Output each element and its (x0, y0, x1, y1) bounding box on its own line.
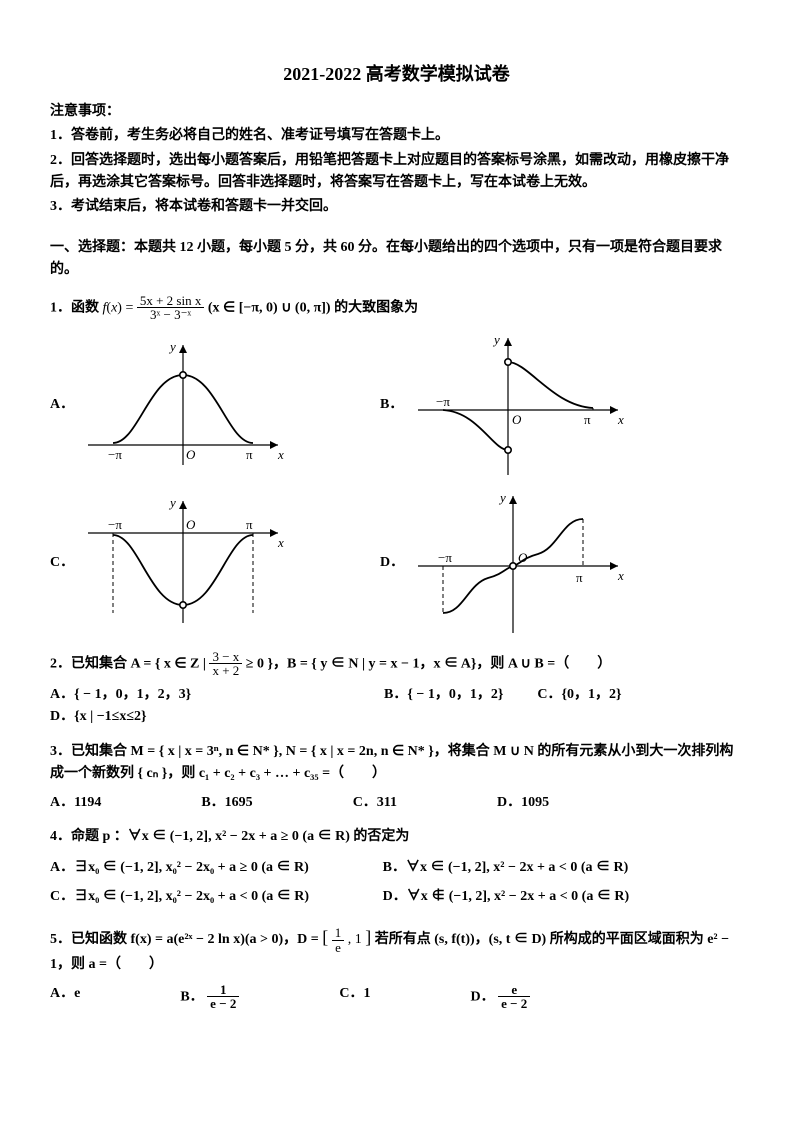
q4-opt-c: C．∃x₀ ∈ (−1, 2], x₀² − 2x₀ + a < 0 (a ∈ … (50, 886, 383, 908)
q5-interval-close: ] (365, 927, 371, 947)
svg-text:y: y (168, 495, 176, 510)
q1-graph-d: x y O −π π (408, 488, 628, 638)
q2-options: A．{ − 1，0，1，2，3} B．{ − 1，0，1，2} C．{0，1，2… (50, 684, 743, 729)
q5-int-frac: 1 e (332, 926, 345, 954)
svg-text:π: π (584, 412, 591, 427)
q1-frac-den: 3ˣ − 3⁻ˣ (137, 308, 205, 322)
q5-stem-pre: 5．已知函数 f(x) = a(e²ˣ − 2 ln x)(a > 0)，D = (50, 932, 322, 947)
q2-opt-d: D．{x | −1≤x≤2} (50, 706, 147, 728)
notice-line: 2．回答选择题时，选出每小题答案后，用铅笔把答题卡上对应题目的答案标号涂黑，如需… (50, 150, 743, 195)
q1-fx: f(x) = (103, 300, 137, 315)
notice-head: 注意事项： (50, 101, 743, 123)
svg-text:x: x (617, 568, 624, 583)
q4-options: A．∃x₀ ∈ (−1, 2], x₀² − 2x₀ + a ≥ 0 (a ∈ … (50, 854, 743, 911)
q3-options: A．1194 B．1695 C．311 D．1095 (50, 792, 743, 814)
q5-d-frac: e e − 2 (498, 983, 530, 1011)
q1-fraction: 5x + 2 sin x 3ˣ − 3⁻ˣ (137, 294, 205, 322)
svg-text:−π: −π (108, 447, 122, 462)
notice-block: 注意事项： 1．答卷前，考生务必将自己的姓名、准考证号填写在答题卡上。 2．回答… (50, 101, 743, 219)
q5-b-pre: B． (180, 989, 203, 1004)
q5-opt-a: A．e (50, 983, 80, 1011)
q5-d-num: e (498, 983, 530, 998)
svg-text:O: O (186, 447, 196, 462)
question-5: 5．已知函数 f(x) = a(e²ˣ − 2 ln x)(a > 0)，D =… (50, 923, 743, 976)
q3-opt-d: D．1095 (497, 792, 549, 814)
q2-frac-num: 3 − x (209, 650, 242, 665)
q3-opt-a: A．1194 (50, 792, 101, 814)
q3-opt-c: C．311 (353, 792, 397, 814)
q5-b-frac: 1 e − 2 (207, 983, 239, 1011)
svg-text:x: x (617, 412, 624, 427)
svg-text:y: y (168, 339, 176, 354)
question-4: 4．命题 p ：∀x ∈ (−1, 2], x² − 2x + a ≥ 0 (a… (50, 826, 743, 848)
q2-stem-post: ≥ 0 }，B = { y ∈ N | y = x − 1，x ∈ A}，则 A… (246, 656, 611, 671)
q1-opt-a-label: A． (50, 394, 78, 416)
svg-text:−π: −π (438, 550, 452, 565)
section-1-head: 一、选择题：本题共 12 小题，每小题 5 分，共 60 分。在每小题给出的四个… (50, 237, 743, 282)
q3-opt-b: B．1695 (201, 792, 252, 814)
q5-d-pre: D． (470, 989, 494, 1004)
question-2: 2．已知集合 A = { x ∈ Z | 3 − x x + 2 ≥ 0 }，B… (50, 650, 743, 678)
q1-opt-d-label: D． (380, 552, 408, 574)
question-3: 3．已知集合 M = { x | x = 3ⁿ, n ∈ N* }, N = {… (50, 741, 743, 786)
q5-d-den: e − 2 (498, 997, 530, 1011)
svg-text:π: π (246, 447, 253, 462)
notice-line: 3．考试结束后，将本试卷和答题卡一并交回。 (50, 196, 743, 218)
q4-opt-b: B．∀x ∈ (−1, 2], x² − 2x + a < 0 (a ∈ R) (383, 857, 716, 879)
page-title: 2021-2022 高考数学模拟试卷 (50, 60, 743, 89)
q1-graph-row-1: A． x y O −π π B． x y O −π π (50, 330, 743, 480)
q5-interval-mid: , 1 (348, 932, 362, 947)
svg-text:O: O (186, 517, 196, 532)
q1-graph-b: x y O −π π (408, 330, 628, 480)
question-1: 1．函数 f(x) = 5x + 2 sin x 3ˣ − 3⁻ˣ (x ∈ [… (50, 294, 743, 322)
q5-b-den: e − 2 (207, 997, 239, 1011)
svg-text:y: y (498, 490, 506, 505)
q2-stem-pre: 2．已知集合 A = { x ∈ Z | (50, 656, 209, 671)
q1-graph-c: x y O −π π (78, 493, 288, 633)
q1-opt-b-label: B． (380, 394, 408, 416)
q2-frac-den: x + 2 (209, 664, 242, 678)
q5-b-num: 1 (207, 983, 239, 998)
q1-opt-c-label: C． (50, 552, 78, 574)
q1-stem-dom: (x ∈ [−π, 0) ∪ (0, π]) 的大致图象为 (208, 300, 418, 315)
q5-opt-b: B． 1 e − 2 (180, 983, 239, 1011)
q2-opt-b: B．{ − 1，0，1，2} (384, 684, 503, 706)
q1-graph-row-2: C． x y O −π π D． x y O −π π (50, 488, 743, 638)
svg-text:O: O (512, 412, 522, 427)
q2-opt-a: A．{ − 1，0，1，2，3} (50, 684, 350, 706)
svg-text:−π: −π (108, 517, 122, 532)
q4-opt-d: D．∀x ∉ (−1, 2], x² − 2x + a < 0 (a ∈ R) (383, 886, 716, 908)
svg-text:−π: −π (436, 394, 450, 409)
q5-opt-c: C．1 (339, 983, 370, 1011)
q1-frac-num: 5x + 2 sin x (137, 294, 205, 309)
svg-text:x: x (277, 447, 284, 462)
svg-text:π: π (576, 570, 583, 585)
q5-int-den: e (332, 941, 345, 955)
q5-int-num: 1 (332, 926, 345, 941)
q5-interval: [ (322, 927, 328, 947)
notice-line: 1．答卷前，考生务必将自己的姓名、准考证号填写在答题卡上。 (50, 125, 743, 147)
q5-options: A．e B． 1 e − 2 C．1 D． e e − 2 (50, 983, 743, 1011)
svg-text:y: y (492, 332, 500, 347)
q2-opt-c: C．{0，1，2} (537, 684, 621, 706)
svg-text:x: x (277, 535, 284, 550)
q5-opt-d: D． e e − 2 (470, 983, 530, 1011)
svg-text:π: π (246, 517, 253, 532)
q1-graph-a: x y O −π π (78, 335, 288, 475)
q4-opt-a: A．∃x₀ ∈ (−1, 2], x₀² − 2x₀ + a ≥ 0 (a ∈ … (50, 857, 383, 879)
q1-stem-pre: 1．函数 (50, 300, 103, 315)
q2-fraction: 3 − x x + 2 (209, 650, 242, 678)
